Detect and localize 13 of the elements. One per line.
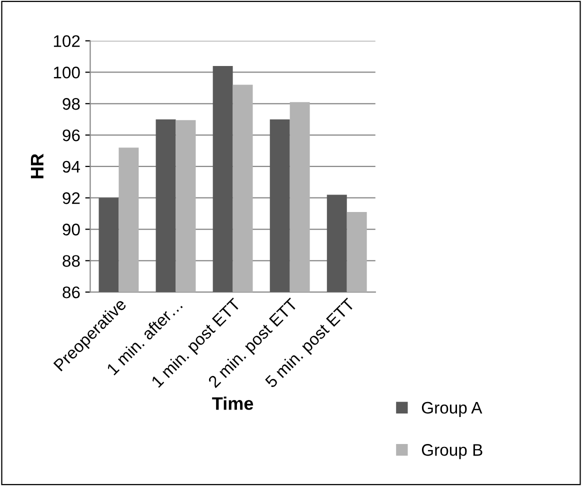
- y-tick-label: 98: [62, 98, 80, 110]
- legend-label: Group B: [422, 444, 482, 460]
- y-tick-label: 100: [54, 66, 80, 78]
- y-tick-label: 86: [62, 286, 80, 298]
- y-tick-label: 102: [54, 35, 80, 48]
- y-tick-label: 90: [62, 224, 80, 236]
- legend-label: Group A: [422, 402, 482, 417]
- y-tick-label: 88: [62, 255, 80, 267]
- x-axis-title: Time: [212, 396, 254, 410]
- y-tick-label: 94: [62, 160, 80, 173]
- y-axis-title: HR: [30, 154, 44, 178]
- y-tick-label: 96: [62, 129, 80, 142]
- y-tick-label: 92: [62, 192, 80, 204]
